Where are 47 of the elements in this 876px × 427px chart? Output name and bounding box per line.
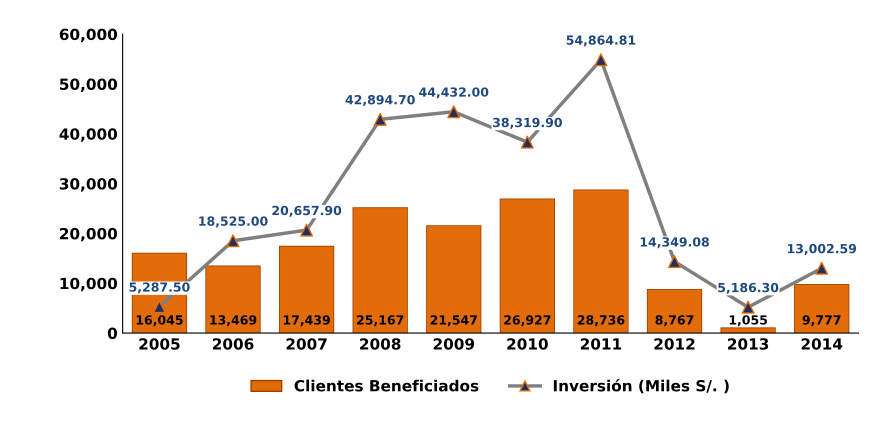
bar [205,266,261,334]
legend-label: Inversión (Miles S/. ) [554,379,729,394]
data-label: 21,547 [430,315,477,326]
data-label: 44,432.00 [419,87,488,98]
x-tick-label: 2007 [286,338,327,350]
data-label: 14,349.08 [640,237,709,248]
bar [278,246,334,334]
bar [426,225,482,334]
y-tick-label: 30,000 [60,178,118,192]
bar [573,189,629,334]
data-label: 54,864.81 [566,35,636,46]
legend-label: Clientes Beneficiados [294,380,478,392]
data-label: 26,927 [504,315,550,326]
bar [794,284,850,334]
data-label: 18,525.00 [199,216,268,228]
data-label: 9,777 [802,315,840,326]
x-tick-label: 2014 [802,338,842,350]
bar [352,207,408,334]
y-tick-label: 60,000 [60,28,118,42]
y-tick-label: 50,000 [60,78,118,92]
y-tick-label: 40,000 [60,128,118,142]
data-label: 13,002.59 [788,244,856,255]
data-label: 5,287.50 [130,282,190,294]
data-label: 8,767 [656,315,694,326]
data-label: 5,186.30 [718,282,778,294]
x-tick-label: 2010 [507,338,548,350]
bar [500,198,555,334]
data-label: 25,167 [357,315,404,326]
bar [646,288,702,334]
data-label: 20,657.90 [272,206,342,217]
x-tick-label: 2009 [434,338,474,350]
x-tick-label: 2005 [139,338,180,350]
x-tick-label: 2012 [654,338,694,350]
y-tick-label: 10,000 [60,278,118,292]
x-tick-label: 2006 [212,338,254,350]
data-label: 1,055 [730,315,767,326]
y-tick-label: 20,000 [60,228,118,242]
x-tick-label: 2011 [580,338,622,350]
data-label: 13,469 [210,315,256,326]
data-label: 38,319.90 [493,118,562,129]
data-label: 42,894.70 [346,94,415,106]
data-label: 16,045 [136,315,183,326]
x-tick-label: 2013 [728,338,768,350]
x-tick-label: 2008 [360,338,400,350]
data-label: 28,736 [578,315,624,326]
y-tick-label: 0 [108,328,118,340]
data-label: 17,439 [284,315,330,326]
